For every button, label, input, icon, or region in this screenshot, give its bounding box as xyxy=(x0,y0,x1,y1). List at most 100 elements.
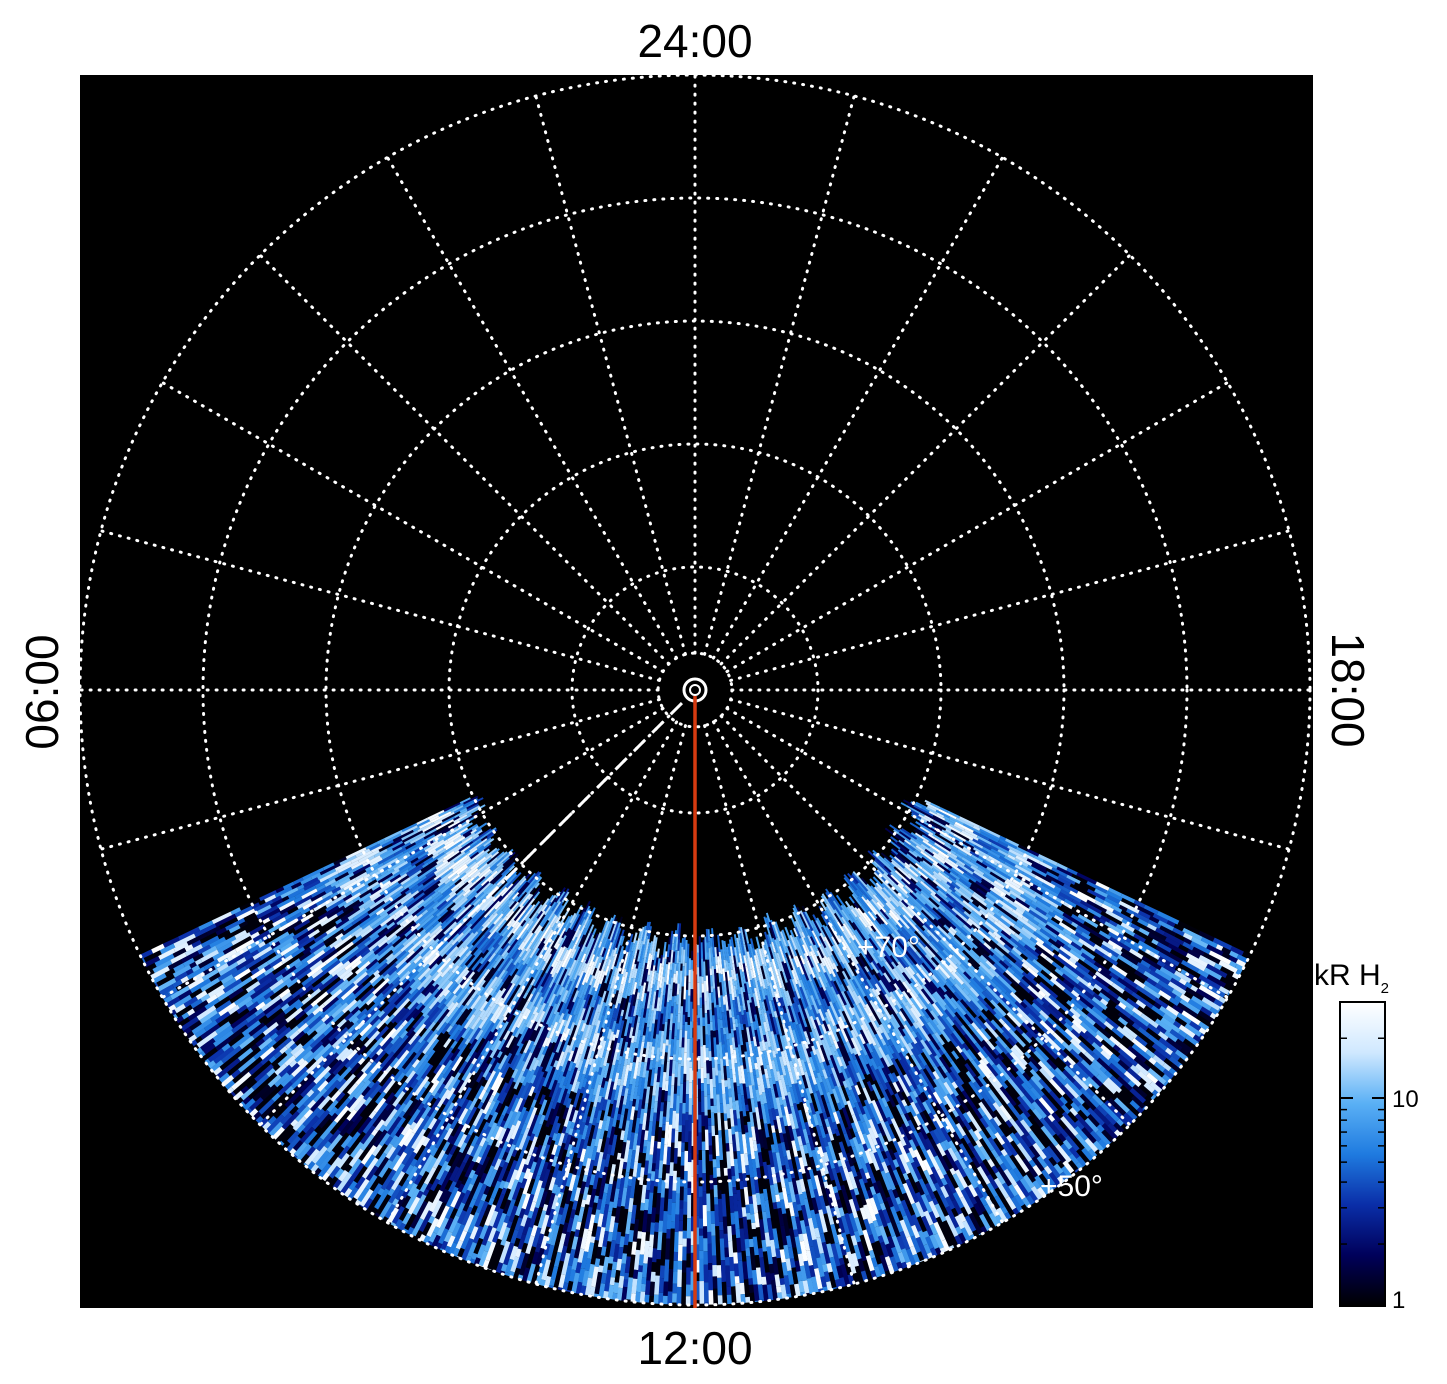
emission-cell xyxy=(423,844,431,851)
emission-cell xyxy=(194,1027,207,1039)
emission-cell xyxy=(316,884,326,892)
emission-cell xyxy=(437,928,454,945)
emission-cell xyxy=(245,957,262,970)
emission-cell xyxy=(215,989,226,998)
emission-cell xyxy=(699,997,703,1008)
emission-cell xyxy=(281,895,290,902)
emission-cell xyxy=(352,907,371,921)
emission-cell xyxy=(362,873,371,880)
emission-cell xyxy=(424,839,445,853)
emission-cell xyxy=(264,894,277,903)
emission-cell xyxy=(318,974,339,992)
emission-cell xyxy=(514,880,528,894)
emission-cell xyxy=(315,1108,326,1119)
emission-cell xyxy=(234,905,253,918)
emission-cell xyxy=(306,1146,316,1157)
emission-cell xyxy=(170,952,187,965)
emission-cell xyxy=(350,927,364,938)
emission-cell xyxy=(702,1205,708,1227)
emission-cell xyxy=(356,1070,364,1079)
emission-cell xyxy=(468,904,475,911)
emission-cell xyxy=(272,1126,286,1140)
emission-cell xyxy=(461,832,476,843)
emission-cell xyxy=(462,829,473,837)
emission-cell xyxy=(178,989,193,1001)
emission-cell xyxy=(285,1135,302,1153)
emission-cell xyxy=(328,1029,342,1042)
emission-cell xyxy=(475,868,491,883)
emission-cell xyxy=(491,848,500,856)
emission-cell xyxy=(253,1045,270,1060)
emission-cell xyxy=(352,935,363,945)
emission-cell xyxy=(431,891,439,898)
emission-cell xyxy=(386,1021,394,1029)
emission-cell xyxy=(201,1047,218,1062)
emission-cell xyxy=(346,1049,358,1061)
emission-cell xyxy=(708,1269,714,1291)
emission-cell xyxy=(201,945,218,957)
emission-cell xyxy=(470,909,486,925)
emission-cell xyxy=(420,859,439,873)
emission-cell xyxy=(313,1087,328,1103)
emission-cell xyxy=(278,900,296,912)
emission-cell xyxy=(209,936,227,949)
emission-cell xyxy=(218,961,239,977)
emission-cell xyxy=(226,1010,239,1022)
emission-cell xyxy=(466,804,486,816)
emission-cell xyxy=(402,933,417,947)
emission-cell xyxy=(651,1262,657,1272)
emission-cell xyxy=(443,946,459,962)
emission-cell xyxy=(265,1004,282,1019)
emission-cell xyxy=(412,931,427,946)
emission-cell xyxy=(272,978,292,994)
emission-cell xyxy=(357,1057,366,1066)
emission-cell xyxy=(386,934,398,945)
emission-cell xyxy=(658,1292,664,1305)
emission-cell xyxy=(274,1063,288,1076)
emission-cell xyxy=(376,1015,390,1030)
emission-cell xyxy=(306,1089,315,1098)
emission-cell xyxy=(415,1002,424,1011)
emission-cell xyxy=(457,924,468,936)
emission-cell xyxy=(348,1009,362,1023)
emission-cell xyxy=(428,925,443,938)
emission-cell xyxy=(380,869,389,876)
emission-cell xyxy=(346,1096,357,1109)
emission-cell xyxy=(458,945,469,958)
emission-cell xyxy=(381,839,394,848)
emission-cell xyxy=(301,975,314,987)
emission-cell xyxy=(430,938,440,948)
emission-cell xyxy=(712,1276,718,1289)
emission-cell xyxy=(707,1263,713,1270)
emission-cell xyxy=(154,982,159,988)
emission-cell xyxy=(716,1167,721,1177)
emission-cell xyxy=(267,1115,277,1125)
emission-cell xyxy=(688,1114,692,1132)
emission-cell xyxy=(207,984,226,998)
emission-cell xyxy=(328,1087,339,1099)
emission-cell xyxy=(718,1130,722,1138)
emission-cell xyxy=(325,898,345,912)
emission-cell xyxy=(408,970,420,983)
emission-cell xyxy=(433,925,450,942)
emission-cell xyxy=(362,1050,373,1061)
emission-cell xyxy=(673,1163,678,1171)
emission-cell xyxy=(452,906,466,919)
emission-cell xyxy=(396,918,404,926)
emission-cell xyxy=(420,949,433,961)
emission-cell xyxy=(224,1080,236,1090)
emission-cell xyxy=(291,951,305,963)
emission-cell xyxy=(501,903,510,912)
emission-cell xyxy=(335,933,344,941)
emission-cell xyxy=(328,1106,339,1117)
emission-cell xyxy=(260,908,281,922)
emission-cell xyxy=(389,874,401,883)
emission-cell xyxy=(707,1109,712,1119)
emission-cell xyxy=(466,930,483,948)
emission-cell xyxy=(457,927,472,943)
emission-cell xyxy=(271,1052,288,1068)
emission-cell xyxy=(708,1290,714,1305)
emission-cell xyxy=(219,1054,239,1071)
emission-cell xyxy=(460,864,480,881)
emission-cell xyxy=(250,983,271,1000)
